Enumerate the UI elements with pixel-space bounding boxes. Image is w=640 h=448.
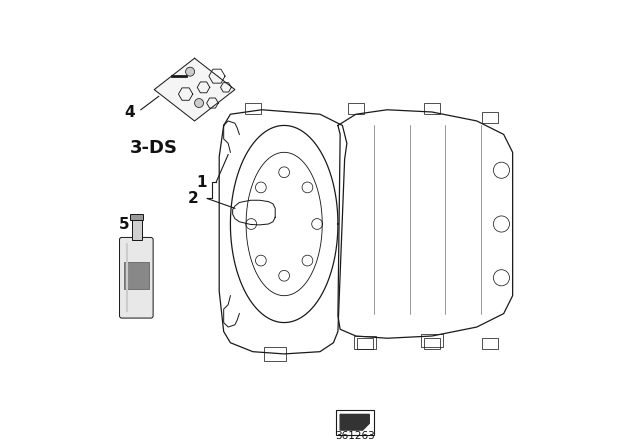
- Bar: [482, 112, 499, 123]
- Bar: [132, 220, 141, 240]
- Circle shape: [186, 67, 195, 76]
- Bar: [424, 103, 440, 114]
- Bar: [482, 338, 499, 349]
- Text: 361263: 361263: [335, 431, 375, 441]
- Bar: [353, 336, 376, 349]
- Text: 4: 4: [125, 104, 136, 120]
- Polygon shape: [154, 58, 235, 121]
- Bar: [356, 338, 373, 349]
- Bar: [244, 103, 261, 114]
- Bar: [424, 338, 440, 349]
- Text: 1: 1: [196, 175, 207, 190]
- FancyBboxPatch shape: [120, 237, 153, 318]
- Bar: [421, 334, 444, 347]
- Circle shape: [195, 99, 204, 108]
- Polygon shape: [340, 414, 369, 430]
- Text: 5: 5: [119, 217, 130, 233]
- Bar: [336, 410, 374, 435]
- Bar: [264, 347, 287, 361]
- Bar: [130, 214, 143, 220]
- Text: 2: 2: [188, 191, 198, 206]
- Text: 3-DS: 3-DS: [130, 139, 178, 157]
- Bar: [348, 103, 364, 114]
- Bar: [124, 262, 148, 289]
